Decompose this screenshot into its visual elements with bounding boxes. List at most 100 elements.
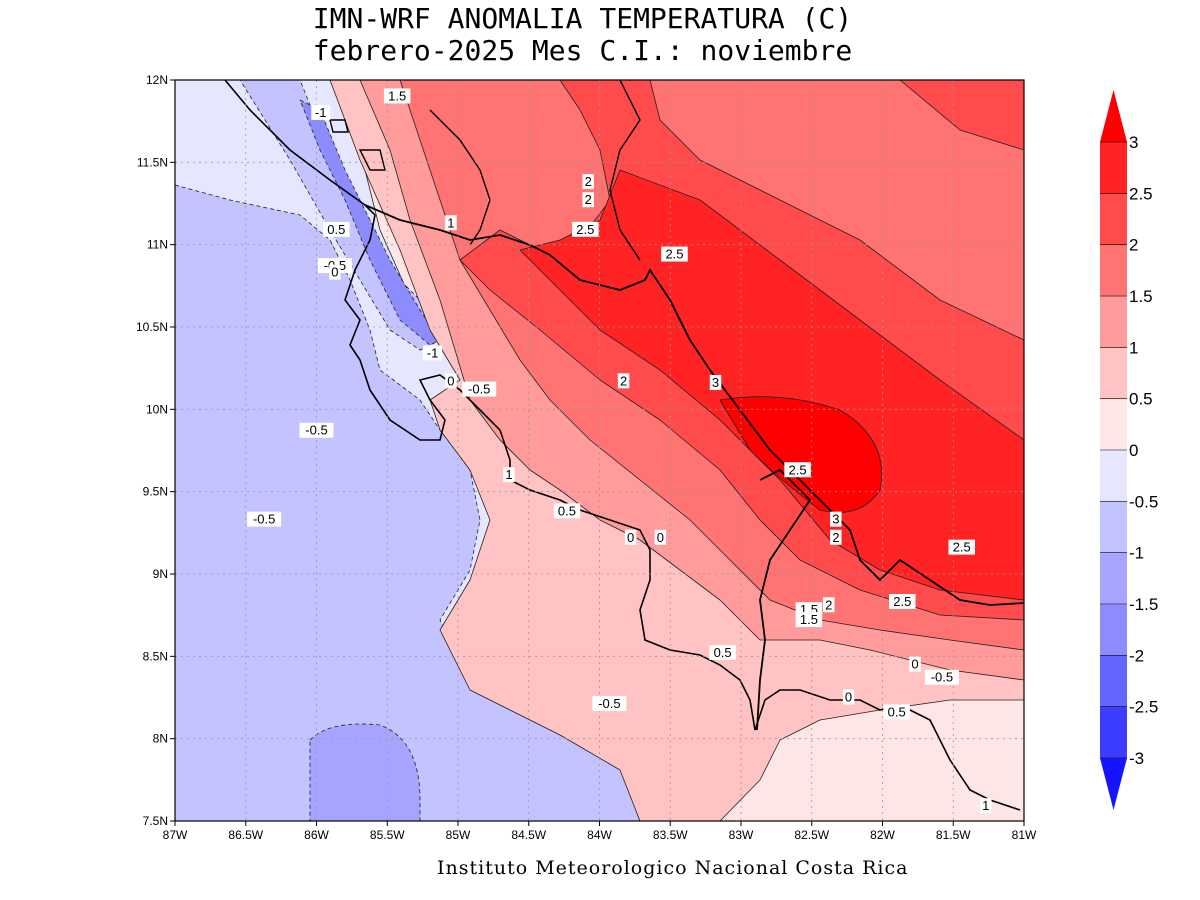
contour-label: -1	[315, 105, 327, 120]
tick-label-lat: 11N	[147, 238, 168, 252]
contour-label: 3	[832, 512, 839, 527]
contour-label: 0.5	[888, 704, 906, 719]
colorbar-label: 1	[1129, 338, 1138, 357]
contour-label-bg	[445, 373, 457, 389]
colorbar-box	[1100, 193, 1127, 246]
contour-label: 0.5	[327, 222, 345, 237]
tick-label-lat: 9N	[153, 567, 168, 581]
tick-label-lon: 82.5W	[794, 828, 829, 842]
region-pos-2-ne	[899, 80, 1024, 151]
colorbar-box	[1100, 347, 1127, 400]
colorbar-label: -1.5	[1129, 595, 1158, 614]
colorbar-label: 0	[1129, 441, 1138, 460]
contour-label: 1	[447, 215, 454, 230]
contour-label: 2.5	[893, 594, 911, 609]
tick-label-lon: 81.5W	[936, 828, 971, 842]
map-subtitle: febrero-2025 Mes C.I.: noviembre	[312, 34, 853, 67]
tick-label-lat: 12N	[146, 73, 168, 87]
coastline	[224, 80, 1024, 811]
contour-label: -0.5	[931, 670, 953, 685]
contour-label-bg	[462, 381, 497, 397]
contour-label: 2.5	[789, 462, 807, 477]
credit-text: Instituto Meteorologico Nacional Costa R…	[437, 857, 909, 879]
colorbar-label: 0.5	[1129, 390, 1153, 409]
contour-label: 0.5	[558, 503, 576, 518]
contour-label-bg	[784, 462, 811, 478]
contour-label-bg	[329, 264, 341, 280]
colorbar-box	[1100, 296, 1127, 348]
contour-label-bg	[624, 529, 637, 545]
contour-label-bg	[617, 373, 630, 389]
contour-label: 0.5	[714, 645, 732, 660]
contour-label-bg	[709, 645, 736, 661]
contour-label: 2	[620, 373, 627, 388]
contour-label: 0	[911, 657, 918, 672]
map-title: IMN-WRF ANOMALIA TEMPERATURA (C)	[312, 2, 853, 35]
colorbar-label: 2.5	[1129, 184, 1153, 203]
region-neg-1	[309, 723, 421, 821]
contour-label-bg	[948, 539, 975, 555]
colorbar-label: 1.5	[1129, 287, 1153, 306]
contour-label-bg	[795, 612, 823, 628]
tick-label-lon: 83W	[729, 828, 754, 842]
contour-labels: 1.5 -1 2 2 1 0.5 2.5 -0.5 0 2.5 -1 0 -0.5 2 3 -0.5 1 2.5 -…	[247, 88, 992, 814]
axis-ticks: 87W 86.5W 86W 85.5W 85W 84.5W 84W 83.5W 83W 82.5W…	[136, 73, 1037, 842]
tick-label-lon: 85W	[446, 828, 471, 842]
tick-label-lat: 7.5N	[143, 814, 168, 828]
contour-label-bg	[572, 221, 599, 237]
contour-label: 1.5	[800, 612, 818, 627]
contour-label-bg	[661, 246, 688, 262]
colorbar-box	[1100, 398, 1127, 451]
contour-label-bg	[830, 529, 842, 545]
colorbar-box	[1100, 552, 1127, 605]
tick-label-lat: 11.5N	[137, 155, 168, 169]
tick-label-lat: 9.5N	[143, 485, 168, 499]
contour-label-bg	[592, 696, 627, 712]
contour-label: -0.5	[598, 696, 620, 711]
colorbar-box	[1100, 655, 1127, 708]
contour-label-bg	[909, 656, 921, 672]
contour-label-bg	[503, 467, 515, 483]
tick-label-lon: 83.5W	[653, 828, 688, 842]
contour-label-bg	[323, 221, 350, 237]
contour-label-bg	[553, 503, 581, 519]
colorbar-label: -2.5	[1129, 698, 1158, 717]
contour-label-bg	[883, 704, 910, 720]
contour-label: 1	[982, 798, 989, 813]
contour-label: 0	[627, 530, 634, 545]
contour-label-bg	[980, 798, 992, 814]
contour-label: 0	[331, 265, 338, 280]
tick-label-lon: 86.5W	[228, 828, 263, 842]
contour-label: -0.5	[305, 423, 327, 438]
colorbar-box	[1100, 450, 1127, 502]
contour-label-bg	[311, 104, 331, 120]
contour-label: 0	[845, 690, 852, 705]
contour-label: 2	[825, 597, 832, 612]
contour-label: 3	[712, 375, 719, 390]
tick-label-lat: 8N	[153, 732, 168, 746]
contour-label-bg	[822, 597, 835, 613]
contour-label: 2	[585, 192, 592, 207]
tick-label-lon: 81W	[1012, 828, 1037, 842]
colorbar-label: 3	[1129, 133, 1138, 152]
colorbar-box	[1100, 706, 1127, 759]
colorbar-label: -0.5	[1129, 492, 1158, 511]
contour-label-bg	[582, 192, 594, 208]
region-pos-3	[719, 396, 883, 513]
contour-label: -0.5	[253, 512, 275, 527]
contour-label-bg	[842, 689, 855, 705]
anomaly-field	[175, 80, 1024, 821]
tick-label-lat: 8.5N	[143, 649, 168, 663]
contour-label: 1	[505, 467, 512, 482]
tick-label-lat: 10.5N	[136, 320, 168, 334]
contour-label: 0	[657, 530, 664, 545]
contour-label-bg	[889, 593, 916, 609]
contour-label-bg	[299, 422, 334, 438]
contour-label-bg	[445, 215, 457, 231]
contour-label-bg	[830, 511, 842, 527]
contour-label: 2.5	[665, 247, 683, 262]
contour-label: -0.5	[468, 382, 490, 397]
contour-label-bg	[654, 529, 667, 545]
contour-label-bg	[423, 345, 443, 361]
tick-label-lon: 84.5W	[511, 828, 546, 842]
